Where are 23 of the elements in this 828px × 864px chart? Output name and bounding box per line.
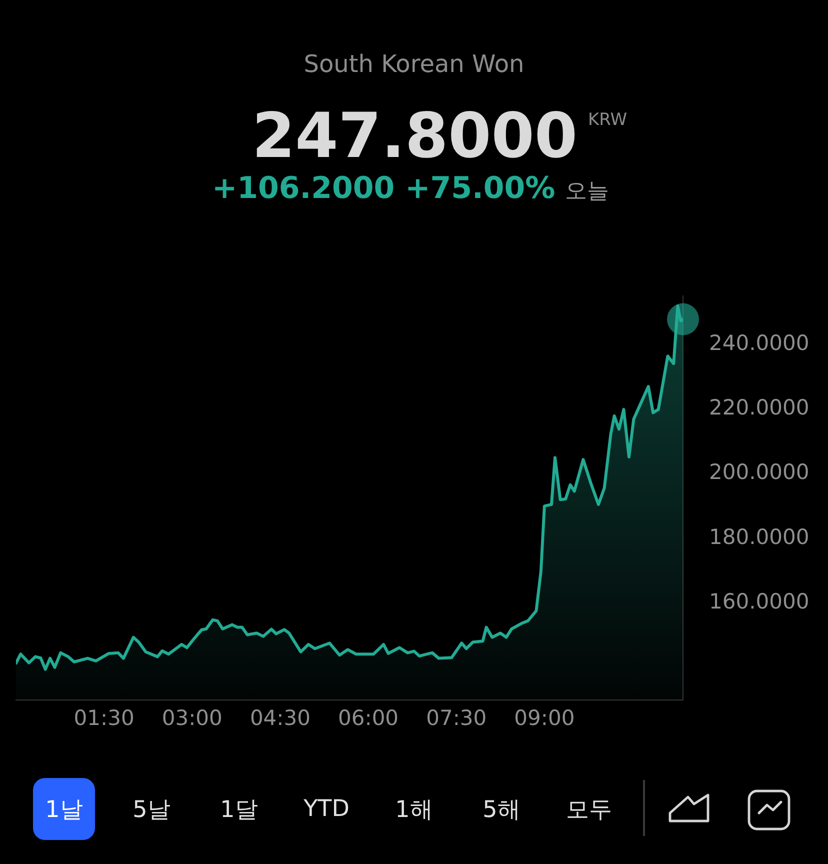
x-tick-label: 01:30 xyxy=(74,706,134,730)
x-tick-label: 09:00 xyxy=(514,706,575,730)
text: 1달 xyxy=(208,778,270,840)
text: 1해 xyxy=(383,778,445,840)
y-tick-label: 200.0000 xyxy=(709,460,810,484)
y-tick-label: 180.0000 xyxy=(709,524,810,549)
text: 오늘 xyxy=(565,178,610,206)
x-tick-label: 04:30 xyxy=(250,706,310,730)
text: 247.8000 xyxy=(252,99,578,172)
text: +106.2000 +75.00% xyxy=(212,171,556,206)
text: 모두 xyxy=(558,778,620,840)
y-tick-label: 160.0000 xyxy=(709,589,810,614)
selected-tab[interactable]: 1날 xyxy=(33,778,95,840)
text: KRW xyxy=(588,110,628,130)
text: 5해 xyxy=(470,778,532,840)
text: 5날 xyxy=(120,778,182,840)
text: YTD xyxy=(296,778,358,840)
y-tick-label: 240.0000 xyxy=(709,330,810,355)
x-tick-label: 07:30 xyxy=(426,706,487,730)
x-tick-label: 03:00 xyxy=(162,706,222,730)
y-tick-label: 220.0000 xyxy=(709,396,810,420)
chart-subtitle: South Korean Won xyxy=(304,50,524,78)
x-tick-label: 06:00 xyxy=(338,706,399,730)
